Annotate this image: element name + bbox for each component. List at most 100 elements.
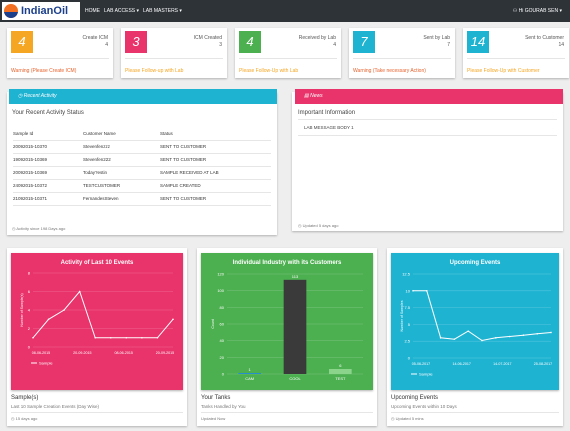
stat-count: 4 — [105, 42, 108, 48]
x-tick-label: TEST — [335, 376, 346, 381]
y-axis-label: Count — [211, 319, 215, 328]
nav-lab-access[interactable]: LAB ACCESS ▾ — [104, 8, 140, 14]
y-tick-label: 0 — [28, 345, 31, 350]
table-row[interactable]: 24092015-10372 TESTCUSTOMER SAMPLE CREAT… — [13, 179, 271, 193]
status: SENT TO CUSTOMER — [160, 140, 271, 154]
nav-lab-masters[interactable]: LAB MASTERS ▾ — [143, 8, 182, 14]
divider — [467, 58, 565, 59]
chart-title: Activity of Last 10 Events — [60, 260, 134, 266]
stat-message: Warning (Take necessary Action) — [353, 68, 426, 74]
y-tick-label: 12.5 — [402, 272, 411, 277]
stat-message: Please Follow-Up with Customer — [467, 68, 540, 74]
stat-card-create-icm[interactable]: 4 Create ICM 4 Warning (Please Create IC… — [7, 28, 113, 78]
upcoming-chart-panel: Upcoming Events 12.5 10 7.5 5 2.5 0 05-06-2017… — [391, 253, 559, 390]
divider — [11, 58, 109, 59]
recent-activity-header-text: Recent Activity — [23, 93, 57, 99]
clock-icon: ◷ — [391, 416, 396, 421]
stat-count: 3 — [219, 42, 222, 48]
legend-label: Sample — [419, 372, 433, 377]
series-line — [32, 290, 174, 339]
user-menu[interactable]: ⚇ Hi GOURAB SEN ▾ — [513, 0, 562, 22]
stat-message: Please Follow-Up with Lab — [239, 68, 299, 74]
recent-activity-header: ◷ Recent Activity — [9, 89, 277, 104]
bar-data-label: 113 — [292, 274, 299, 279]
upcoming-subtitle: Upcoming Events within 10 Days — [391, 404, 457, 409]
bar-data-label: 6 — [339, 363, 342, 368]
stat-value: 14 — [467, 31, 489, 53]
table-row[interactable]: 19092015-10369 Stevenfen222 SENT TO CUST… — [13, 153, 271, 167]
status: SENT TO CUSTOMER — [160, 153, 271, 167]
data-point — [481, 339, 483, 342]
stat-card-icm-created[interactable]: 3 ICM Created 3 Please Follow-up with La… — [121, 28, 227, 78]
news-message[interactable]: LAB MESSAGE BODY 1 — [304, 125, 354, 130]
stat-label: Sent to Customer — [525, 35, 564, 41]
table-row[interactable]: 20092015-10370 Stevenfenzzz SENT TO CUST… — [13, 140, 271, 154]
legend-label: Sample — [39, 361, 53, 366]
upcoming-line-chart: 12.5 10 7.5 5 2.5 005-06-2017 14-06-2017 14-07-… — [400, 272, 552, 377]
y-axis-label: Number of Sample(s) — [20, 293, 24, 326]
customer-name: TESTCUSTOMER — [83, 179, 160, 193]
y-tick-label: 60 — [220, 322, 225, 327]
activity-chart-panel: Activity of Last 10 Events 8 6 4 2 0 08-06-20… — [11, 253, 183, 390]
x-tick-label: 14-07-2017 — [493, 362, 511, 366]
stat-value: 4 — [239, 31, 261, 53]
tanks-footer: Updated Now — [201, 416, 226, 421]
industry-chart-panel: Individual Industry with its Customers 1… — [201, 253, 373, 390]
table-row[interactable]: 21092015-10371 FernandesSteven SENT TO C… — [13, 192, 271, 206]
table-header-row: Sample Id Customer Name Status — [13, 127, 271, 141]
bar — [329, 369, 352, 374]
news-title: Important Information — [298, 110, 356, 116]
data-point — [453, 338, 456, 340]
divider — [298, 135, 557, 136]
data-point — [412, 290, 414, 292]
x-tick-label: COOL — [289, 376, 301, 381]
stat-card-received-by-lab[interactable]: 4 Received by Lab 4 Please Follow-Up wit… — [235, 28, 341, 78]
user-name: Hi GOURAB SEN ▾ — [518, 8, 562, 14]
nav-home[interactable]: HOME — [85, 8, 100, 14]
divider — [353, 58, 451, 59]
y-tick-label: 2.5 — [404, 339, 410, 344]
customer-name: Stevenfen222 — [83, 153, 160, 167]
y-tick-label: 0 — [222, 372, 225, 377]
x-tick-label: 20-09-2015 — [73, 351, 91, 355]
divider — [298, 119, 557, 120]
stat-label: Sent by Lab — [423, 35, 450, 41]
data-point — [94, 336, 97, 339]
y-tick-label: 0 — [408, 356, 411, 361]
recent-activity-footer-text: Activity since 198 Days ago — [16, 226, 66, 231]
news-card — [292, 92, 563, 231]
data-point — [125, 336, 128, 339]
top-navbar: IndianOil HOME LAB ACCESS ▾ LAB MASTERS … — [0, 0, 570, 22]
data-point — [522, 334, 525, 336]
column-header: Status — [160, 127, 271, 141]
indianoil-logo[interactable]: IndianOil — [2, 2, 80, 20]
user-icon: ⚇ — [512, 8, 519, 14]
y-tick-label: 6 — [28, 289, 31, 294]
data-point — [109, 336, 112, 339]
data-point — [550, 331, 552, 334]
samples-footer-text: 15 days ago — [15, 416, 38, 421]
chart-title: Individual Industry with its Customers — [232, 260, 342, 266]
bar-data-label: 1 — [249, 367, 252, 372]
data-point — [536, 333, 538, 335]
table-row[interactable]: 20092015-10369 Today?estin SAMPLE RECEIV… — [13, 166, 271, 180]
x-tick-label: 20-09-2015 — [156, 351, 174, 355]
news-header-text: News — [310, 93, 323, 99]
y-tick-label: 20 — [220, 355, 225, 360]
samples-title: Sample(s) — [11, 395, 39, 401]
stat-message: Please Follow-up with Lab — [125, 68, 184, 74]
stat-count: 4 — [333, 42, 336, 48]
data-point — [63, 309, 65, 311]
stat-card-sent-by-lab[interactable]: 7 Sent by Lab 7 Warning (Take necessary … — [349, 28, 455, 78]
data-point — [467, 330, 469, 332]
samples-footer: ◷ 15 days ago — [11, 416, 37, 421]
clock-icon: ◷ — [298, 223, 303, 228]
news-footer: ◷ Updated 5 days ago — [298, 223, 338, 228]
upcoming-footer: ◷ Updated 5 mins — [391, 416, 424, 421]
stat-card-sent-to-customer[interactable]: 14 Sent to Customer 14 Please Follow-Up … — [463, 28, 569, 78]
stat-value: 4 — [11, 31, 33, 53]
logo-text: IndianOil — [21, 5, 69, 17]
status: SENT TO CUSTOMER — [160, 192, 271, 206]
indianoil-logo-icon — [4, 4, 18, 18]
y-tick-label: 80 — [220, 305, 225, 310]
